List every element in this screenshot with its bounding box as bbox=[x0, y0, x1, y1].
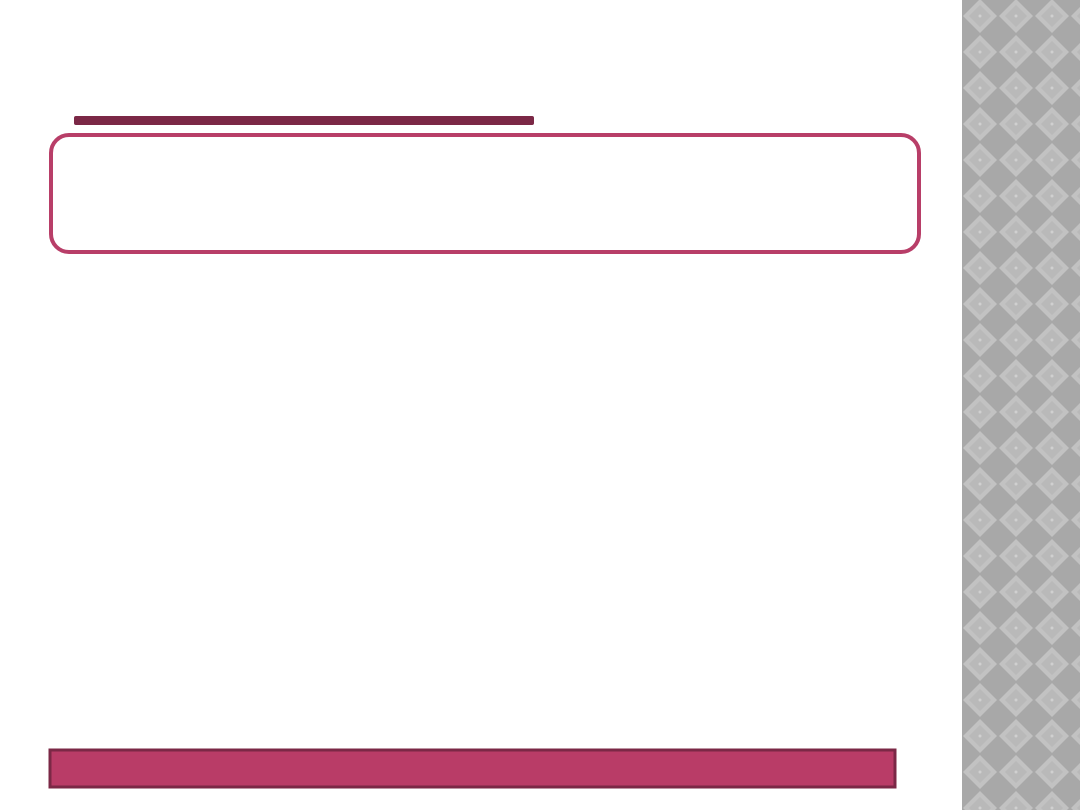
title-box bbox=[49, 133, 921, 254]
footer-bar bbox=[48, 748, 897, 789]
title-underline bbox=[74, 116, 534, 125]
side-pattern bbox=[962, 0, 1080, 810]
